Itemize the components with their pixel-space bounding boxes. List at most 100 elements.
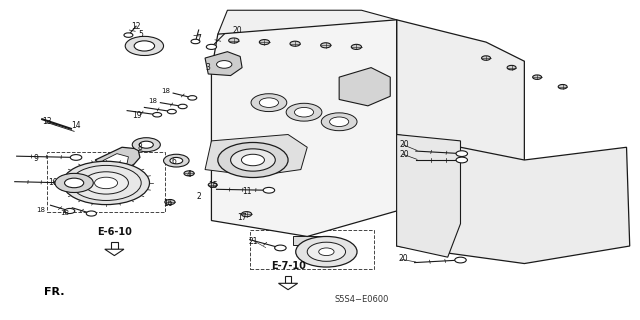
Text: 20: 20 [399,140,409,149]
Text: 16: 16 [163,198,173,207]
Circle shape [321,43,331,48]
Polygon shape [397,20,524,224]
Circle shape [290,41,300,46]
Circle shape [62,180,74,186]
Text: 18: 18 [148,98,157,104]
Circle shape [170,157,182,164]
Circle shape [65,208,75,213]
Circle shape [134,41,155,51]
Circle shape [330,117,349,126]
Circle shape [164,154,189,167]
Bar [250,230,374,269]
Circle shape [481,56,490,60]
Circle shape [55,173,93,193]
Circle shape [307,242,346,261]
Text: 18: 18 [161,89,170,94]
Text: 11: 11 [242,188,252,196]
Polygon shape [397,134,630,264]
Text: 10: 10 [48,178,58,187]
Polygon shape [397,134,461,257]
Circle shape [95,177,118,189]
Circle shape [455,257,467,263]
Circle shape [251,94,287,112]
Circle shape [456,157,467,163]
Text: E-6-10: E-6-10 [97,227,132,237]
Circle shape [259,40,269,45]
Text: 19: 19 [132,111,141,120]
Polygon shape [95,147,140,170]
Text: 8: 8 [138,143,142,152]
Circle shape [228,38,239,43]
Circle shape [532,75,541,79]
Text: FR.: FR. [44,287,65,297]
Polygon shape [291,40,318,78]
Circle shape [191,39,200,44]
Circle shape [558,84,567,89]
Circle shape [124,33,133,37]
Circle shape [263,188,275,193]
Text: E-7-10: E-7-10 [271,261,305,271]
Circle shape [65,178,84,188]
Text: 14: 14 [71,121,81,130]
Bar [293,236,322,245]
Circle shape [351,44,362,50]
Polygon shape [211,20,397,236]
Polygon shape [103,154,129,167]
Polygon shape [218,10,397,45]
Circle shape [84,172,129,194]
Text: 20: 20 [399,150,409,159]
Text: 20: 20 [398,254,408,263]
Circle shape [70,155,82,160]
Text: 3: 3 [206,63,211,72]
Circle shape [218,142,288,178]
Circle shape [241,212,252,217]
Circle shape [188,96,196,100]
Text: 15: 15 [208,181,218,190]
Text: 2: 2 [196,192,201,201]
Text: 18: 18 [60,210,69,216]
Circle shape [208,183,217,187]
Circle shape [275,245,286,251]
Circle shape [168,109,176,114]
Text: 12: 12 [131,22,141,31]
Bar [285,276,291,283]
Text: 17: 17 [237,213,247,222]
Text: 1: 1 [91,164,95,172]
Text: 4: 4 [187,170,191,179]
Text: 13: 13 [42,117,52,126]
Circle shape [294,108,314,117]
Circle shape [86,211,97,216]
Polygon shape [278,283,298,290]
Circle shape [456,151,467,156]
Text: 21: 21 [248,237,258,246]
Circle shape [178,104,187,109]
Polygon shape [205,52,242,76]
Text: 5: 5 [139,30,143,39]
Text: 9: 9 [33,154,38,163]
Circle shape [132,138,161,152]
Polygon shape [227,45,254,84]
Circle shape [259,98,278,108]
Circle shape [125,36,164,55]
Circle shape [241,154,264,166]
Circle shape [153,113,162,117]
Bar [47,152,165,212]
Text: 18: 18 [36,207,45,213]
Circle shape [165,199,175,204]
Polygon shape [205,134,307,176]
Text: 6: 6 [172,157,177,166]
Circle shape [321,113,357,131]
Circle shape [206,44,216,50]
Circle shape [184,171,194,176]
Circle shape [296,236,357,267]
Polygon shape [323,38,350,76]
Polygon shape [259,43,286,81]
Circle shape [140,141,154,148]
Circle shape [319,248,334,256]
Bar [111,242,118,249]
Text: S5S4−E0600: S5S4−E0600 [334,295,388,304]
Text: 7: 7 [196,34,201,43]
Polygon shape [339,68,390,106]
Circle shape [286,103,322,121]
Circle shape [216,60,232,68]
